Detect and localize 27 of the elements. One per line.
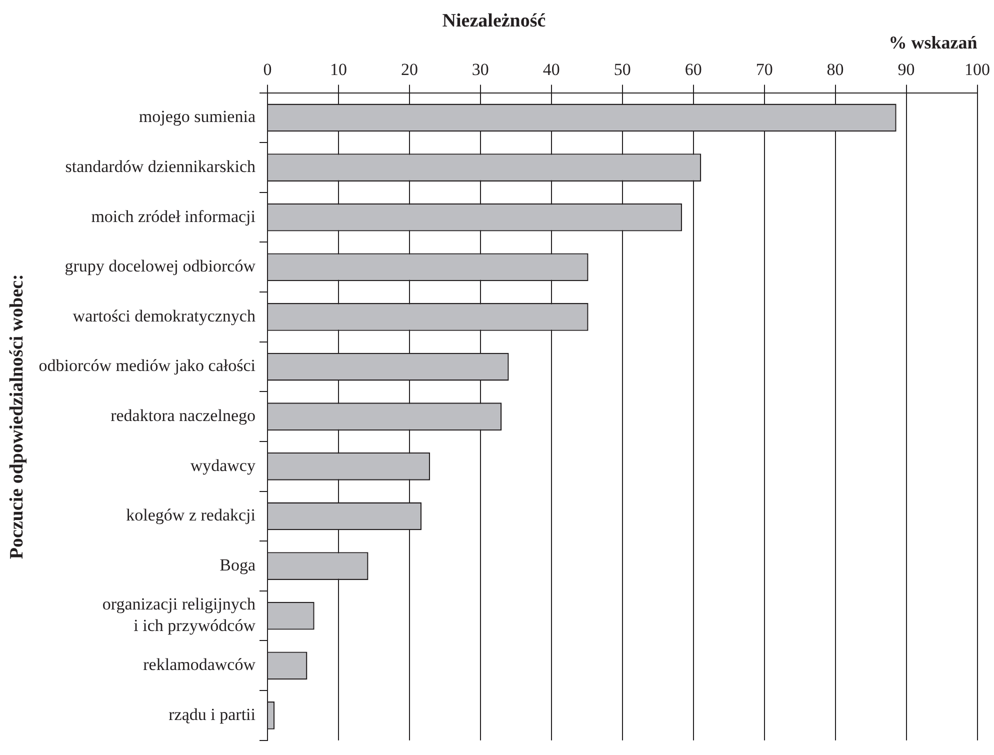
y-tick-label: grupy docelowej odbiorców <box>64 256 256 276</box>
x-tick-label: 70 <box>756 60 773 80</box>
x-tick-label: 80 <box>826 60 844 80</box>
y-tick-label: Boga <box>220 555 256 574</box>
x-axis-title: % wskazań <box>888 32 978 52</box>
y-tick-label: mojego sumienia <box>138 107 256 126</box>
x-tick-label: 10 <box>330 60 347 80</box>
y-tick-label: standardów dziennikarskich <box>65 156 256 176</box>
x-tick-label: 30 <box>472 60 489 80</box>
y-tick-label: odbiorców mediów jako całości <box>38 356 256 376</box>
y-tick-label: kolegów z redakcji <box>126 506 256 525</box>
chart-title: Niezależność <box>442 10 546 32</box>
y-axis-title: Poczucie odpowiedzialności wobec: <box>6 274 28 560</box>
y-tick-label: rządu i partii <box>168 704 256 724</box>
x-tick-label: 40 <box>542 60 560 80</box>
x-tick-label: 100 <box>964 60 990 80</box>
y-tick-label: reklamodawców <box>143 655 256 674</box>
y-tick-label: organizacji religijnych i ich przywódców <box>102 594 256 635</box>
x-tick-label: 90 <box>898 60 915 80</box>
x-tick-label: 60 <box>684 60 702 80</box>
x-tick-label: 0 <box>263 60 272 80</box>
y-tick-label: moich zródeł informacji <box>91 206 256 226</box>
x-tick-label: 50 <box>614 60 631 80</box>
y-tick-label: redaktora naczelnego <box>110 406 256 426</box>
y-tick-label: wydawcy <box>190 456 256 475</box>
y-tick-label: wartości demokratycznych <box>72 306 256 326</box>
x-tick-label: 20 <box>400 60 418 80</box>
